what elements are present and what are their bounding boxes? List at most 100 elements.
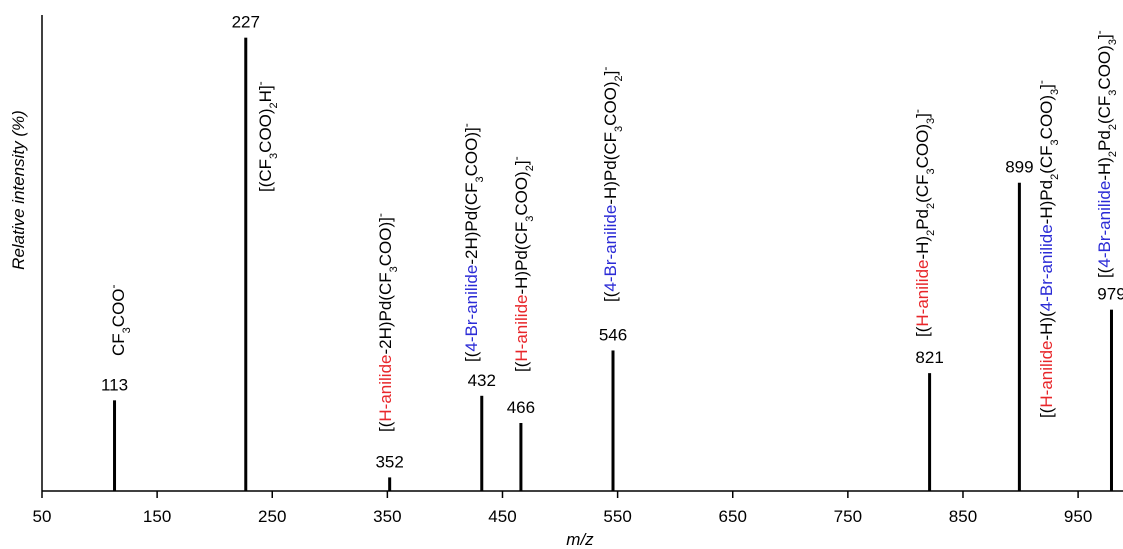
annotation-part: -H)Pd [1037, 180, 1056, 224]
annotation-part: 2 [925, 203, 937, 209]
annotation-part: - [253, 81, 267, 85]
annotation-part: 2 [524, 165, 536, 171]
x-tick-label: 750 [834, 507, 862, 526]
peak-annotation: CF3COO- [106, 284, 133, 356]
annotation-part: -H)Pd(CF [512, 222, 531, 295]
x-tick-label: 550 [603, 507, 631, 526]
peak-label: 899 [1005, 158, 1033, 177]
x-tick-label: 150 [143, 507, 171, 526]
annotation-part: 4-Br-anilide [1037, 224, 1056, 311]
annotation-part: -2H)Pd(CF [376, 272, 395, 354]
peak-annotation: [(H-anilide-H)Pd(CF3COO)2]- [509, 156, 536, 372]
annotation-part: - [459, 123, 473, 127]
peak-annotation: [(4-Br-anilide-H)Pd(CF3COO)2]- [598, 67, 625, 302]
annotation-part: 4-Br-anilide [462, 265, 481, 352]
annotation-part: H-anilide [1037, 341, 1056, 408]
annotation-part: COO) [1095, 45, 1114, 89]
peak-label: 113 [101, 375, 128, 394]
annotation-part: -H) [913, 236, 932, 260]
annotation-part: 3 [613, 126, 625, 132]
peak [113, 400, 117, 491]
annotation-part: - [1034, 80, 1048, 84]
annotation-part: 3 [1107, 90, 1119, 96]
annotation-part: COO) [1037, 95, 1056, 139]
annotation-part: [( [512, 361, 531, 372]
annotation-part: Pd [1095, 130, 1114, 151]
peak-label: 466 [507, 398, 535, 417]
x-tick-label: 650 [719, 507, 747, 526]
peak-label: 352 [375, 452, 403, 471]
annotation-part: [( [1037, 407, 1056, 418]
peak-annotation: [(4-Br-anilide-2H)Pd(CF3COO)]- [459, 123, 486, 362]
annotation-part: [( [913, 326, 932, 337]
annotation-part: - [106, 284, 120, 288]
annotation-part: (CF [1095, 96, 1114, 124]
annotation-part: 3 [121, 327, 133, 333]
annotation-part: 3 [524, 216, 536, 222]
annotation-part: COO [109, 288, 128, 327]
annotation-part: H] [256, 85, 275, 102]
x-tick-label: 250 [258, 507, 286, 526]
annotation-part: 4-Br-anilide [601, 205, 620, 292]
annotation-part: COO) [913, 124, 932, 168]
annotation-part: H-anilide [376, 355, 395, 422]
peak [1109, 309, 1113, 491]
annotation-part: 2 [925, 230, 937, 236]
annotation-part: COO)] [462, 127, 481, 176]
peak-annotation: [(CF3COO)2H]- [253, 81, 280, 192]
annotation-part: -2H)Pd(CF [462, 183, 481, 265]
annotation-part: 2 [613, 75, 625, 81]
y-axis-label: Relative intensity (%) [9, 110, 28, 270]
annotation-part: - [509, 156, 523, 160]
annotation-part: 3 [1049, 89, 1061, 95]
annotation-part: H-anilide [512, 295, 531, 362]
x-tick-label: 950 [1064, 507, 1092, 526]
annotation-part: 3 [388, 266, 400, 272]
x-tick-label: 450 [488, 507, 516, 526]
annotation-part: 4-Br-anilide [1095, 181, 1114, 268]
annotation-part: ] [601, 71, 620, 76]
annotation-part: CF [109, 333, 128, 356]
annotation-part: ] [1037, 84, 1056, 89]
peak-label: 821 [915, 348, 943, 367]
annotation-part: Pd [913, 209, 932, 230]
annotation-part: 2 [268, 102, 280, 108]
peak [388, 477, 392, 491]
annotation-part: COO) [601, 81, 620, 125]
annotation-part: 3 [268, 153, 280, 159]
peak [928, 373, 932, 491]
annotation-part: [( [1095, 267, 1114, 278]
annotation-part: [(CF [256, 159, 275, 192]
peak [480, 395, 484, 491]
annotation-part: -H) [1095, 157, 1114, 181]
annotation-part: COO) [256, 108, 275, 152]
annotation-part: 3 [474, 176, 486, 182]
x-tick-label: 350 [373, 507, 401, 526]
peak-label: 546 [599, 325, 627, 344]
annotation-part: 2 [1107, 151, 1119, 157]
peak [611, 350, 615, 491]
annotation-part: ] [913, 113, 932, 118]
peak-annotation: [(4-Br-anilide-H)2Pd2(CF3COO)3]- [1092, 30, 1119, 278]
peak-label: 979 [1097, 285, 1123, 304]
peak [1017, 182, 1021, 491]
annotation-part: - [598, 67, 612, 71]
annotation-part: (CF [913, 175, 932, 203]
peak-annotation: [(H-anilide-H)(4-Br-anilide-H)Pd2(CF3COO… [1034, 80, 1061, 418]
annotation-part: 2 [1049, 174, 1061, 180]
annotation-part: [( [376, 421, 395, 432]
annotation-part: COO)] [376, 217, 395, 266]
x-tick-label: 850 [949, 507, 977, 526]
annotation-part: - [910, 109, 924, 113]
annotation-part: [( [601, 291, 620, 302]
annotation-part: 3 [925, 168, 937, 174]
annotation-part: (CF [1037, 145, 1056, 173]
annotation-part: H-anilide [913, 260, 932, 327]
peak-label: 432 [468, 371, 496, 390]
annotation-part: -H)Pd(CF [601, 132, 620, 205]
annotation-part: ] [512, 160, 531, 165]
annotation-part: ] [1095, 34, 1114, 39]
peak [244, 37, 248, 492]
peak-annotation: [(H-anilide-2H)Pd(CF3COO)]- [373, 213, 400, 432]
annotation-part: 3 [1049, 139, 1061, 145]
